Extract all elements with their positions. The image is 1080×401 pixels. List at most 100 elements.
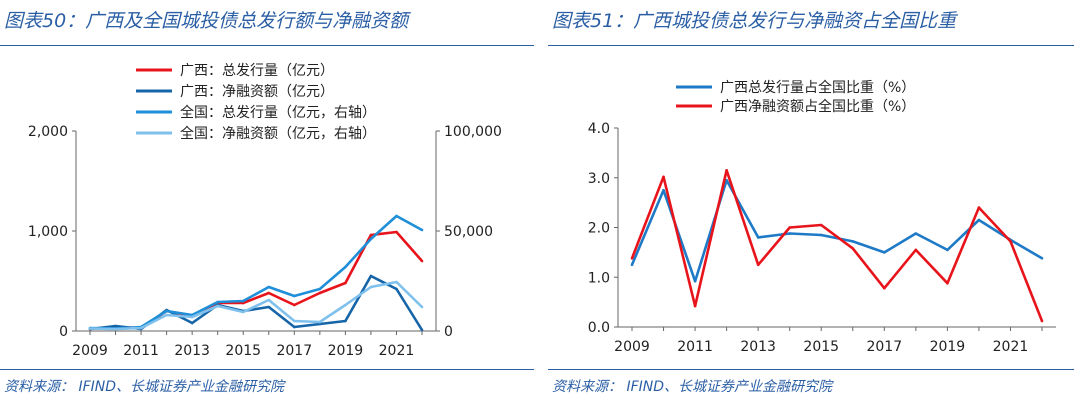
data-point-3 bbox=[190, 315, 194, 319]
data-point-0 bbox=[693, 279, 697, 283]
data-point-1 bbox=[883, 286, 886, 290]
data-point-0 bbox=[788, 232, 791, 235]
data-point-2 bbox=[344, 265, 347, 269]
data-point-0 bbox=[914, 232, 918, 235]
x-tick-label: 2019 bbox=[930, 339, 966, 355]
data-point-1 bbox=[395, 287, 398, 291]
series-line-1 bbox=[89, 274, 424, 331]
y-tick-label-left: 3.0 bbox=[588, 171, 610, 187]
legend-label: 广西：总发行量（亿元） bbox=[180, 63, 334, 79]
chart-51-svg: 0.0 1.0 2.0 3.0 4.0 2009 2011 2013 2015 2017 2019 2… bbox=[588, 79, 1056, 355]
data-point-2 bbox=[267, 285, 271, 289]
data-point-3 bbox=[420, 305, 424, 309]
data-point-0 bbox=[630, 263, 634, 267]
data-point-0 bbox=[851, 240, 855, 243]
data-point-3 bbox=[318, 320, 322, 324]
x-tick-label: 2011 bbox=[123, 343, 159, 359]
data-point-0 bbox=[1040, 257, 1044, 260]
data-point-1 bbox=[725, 169, 728, 172]
data-point-1 bbox=[851, 247, 855, 250]
y-tick-label-left: 1.0 bbox=[588, 270, 610, 286]
data-point-3 bbox=[267, 298, 271, 302]
chart-title: 图表50：广西及全国城投债总发行额与净融资额 bbox=[4, 10, 409, 32]
y-tick-label-left: 4.0 bbox=[588, 121, 610, 137]
legend-label: 广西总发行量占全国比重（%） bbox=[720, 79, 915, 96]
data-point-2 bbox=[165, 309, 168, 313]
x-tick-label: 2021 bbox=[993, 339, 1029, 355]
data-point-1 bbox=[318, 322, 322, 326]
legend-label: 全国：净融资额（亿元，右轴） bbox=[180, 125, 376, 142]
x-tick-label: 2013 bbox=[174, 343, 210, 359]
x-tick-label: 2015 bbox=[225, 343, 261, 359]
data-point-0 bbox=[756, 236, 760, 239]
data-point-2 bbox=[241, 299, 245, 303]
data-point-3 bbox=[293, 319, 296, 323]
data-point-1 bbox=[977, 206, 981, 209]
series-line-1 bbox=[630, 169, 1044, 322]
x-tick-label: 2011 bbox=[677, 339, 713, 355]
chart-panel-51: 图表51：广西城投债总发行与净融资占全国比重 0.0 1.0 2.0 3.0 4.0 20… bbox=[548, 0, 1080, 401]
x-tick-label: 2019 bbox=[328, 343, 364, 359]
data-point-1 bbox=[914, 248, 918, 252]
y-tick-label-left: 0.0 bbox=[588, 320, 610, 336]
data-point-1 bbox=[344, 319, 347, 323]
chart-title: 图表51：广西城投债总发行与净融资占全国比重 bbox=[552, 10, 957, 32]
data-point-0 bbox=[662, 188, 665, 192]
chart-panel-50: 图表50：广西及全国城投债总发行额与净融资额 0 1,000 2,000 0 50,00… bbox=[0, 10, 534, 395]
data-point-1 bbox=[819, 223, 823, 227]
y-tick-label-left: 1,000 bbox=[28, 224, 68, 240]
data-point-1 bbox=[693, 304, 697, 308]
x-tick-label: 2009 bbox=[72, 343, 108, 359]
series-line-2 bbox=[89, 214, 423, 330]
data-point-0 bbox=[977, 218, 981, 222]
y-tick-label-left: 0 bbox=[59, 324, 68, 340]
data-point-1 bbox=[293, 325, 296, 329]
y-tick-label-right: 0 bbox=[444, 324, 453, 340]
title-divider bbox=[548, 45, 1074, 46]
data-point-3 bbox=[216, 304, 219, 308]
y-tick-label-right: 100,000 bbox=[444, 124, 502, 140]
data-point-1 bbox=[1040, 319, 1044, 323]
data-point-1 bbox=[267, 305, 271, 309]
data-point-2 bbox=[395, 214, 398, 218]
data-point-3 bbox=[395, 280, 398, 284]
y-tick-label-right: 50,000 bbox=[444, 224, 493, 240]
data-point-1 bbox=[662, 175, 665, 179]
source-note: 资料来源： IFIND、长城证券产业金融研究院 bbox=[4, 379, 285, 395]
series-line-0 bbox=[630, 178, 1043, 283]
y-tick-label-left: 2.0 bbox=[588, 221, 610, 237]
x-tick-label: 2013 bbox=[740, 339, 776, 355]
data-point-0 bbox=[318, 291, 322, 295]
data-point-1 bbox=[1009, 240, 1012, 243]
data-point-3 bbox=[114, 327, 117, 331]
data-point-1 bbox=[190, 321, 194, 325]
data-point-1 bbox=[788, 226, 791, 229]
data-point-0 bbox=[241, 301, 245, 305]
legend-label: 全国：总发行量（亿元，右轴） bbox=[180, 104, 376, 121]
data-point-0 bbox=[946, 248, 949, 252]
data-point-3 bbox=[241, 310, 245, 314]
data-point-0 bbox=[420, 259, 424, 263]
data-point-0 bbox=[395, 230, 398, 234]
data-point-1 bbox=[630, 257, 634, 260]
source-note: 资料来源： IFIND、长城证券产业金融研究院 bbox=[552, 379, 833, 395]
data-point-3 bbox=[369, 285, 373, 289]
data-point-0 bbox=[293, 303, 296, 307]
chart-50-svg: 0 1,000 2,000 0 50,000 100,000 2009 2011 2013 201… bbox=[28, 63, 502, 359]
x-tick-label: 2017 bbox=[866, 339, 902, 355]
legend-label: 广西净融资额占全国比重（%） bbox=[720, 98, 915, 115]
source-divider bbox=[0, 369, 534, 370]
data-point-0 bbox=[819, 233, 823, 237]
y-tick-label-left: 2,000 bbox=[28, 124, 68, 140]
data-point-3 bbox=[165, 313, 168, 317]
data-point-3 bbox=[88, 327, 92, 330]
source-divider bbox=[548, 369, 1074, 370]
data-point-0 bbox=[725, 178, 728, 182]
data-point-1 bbox=[369, 274, 373, 278]
data-point-2 bbox=[318, 287, 322, 291]
x-tick-label: 2009 bbox=[614, 339, 650, 355]
x-tick-label: 2017 bbox=[276, 343, 312, 359]
x-tick-label: 2015 bbox=[803, 339, 839, 355]
data-point-1 bbox=[114, 324, 117, 328]
data-point-3 bbox=[139, 326, 143, 330]
